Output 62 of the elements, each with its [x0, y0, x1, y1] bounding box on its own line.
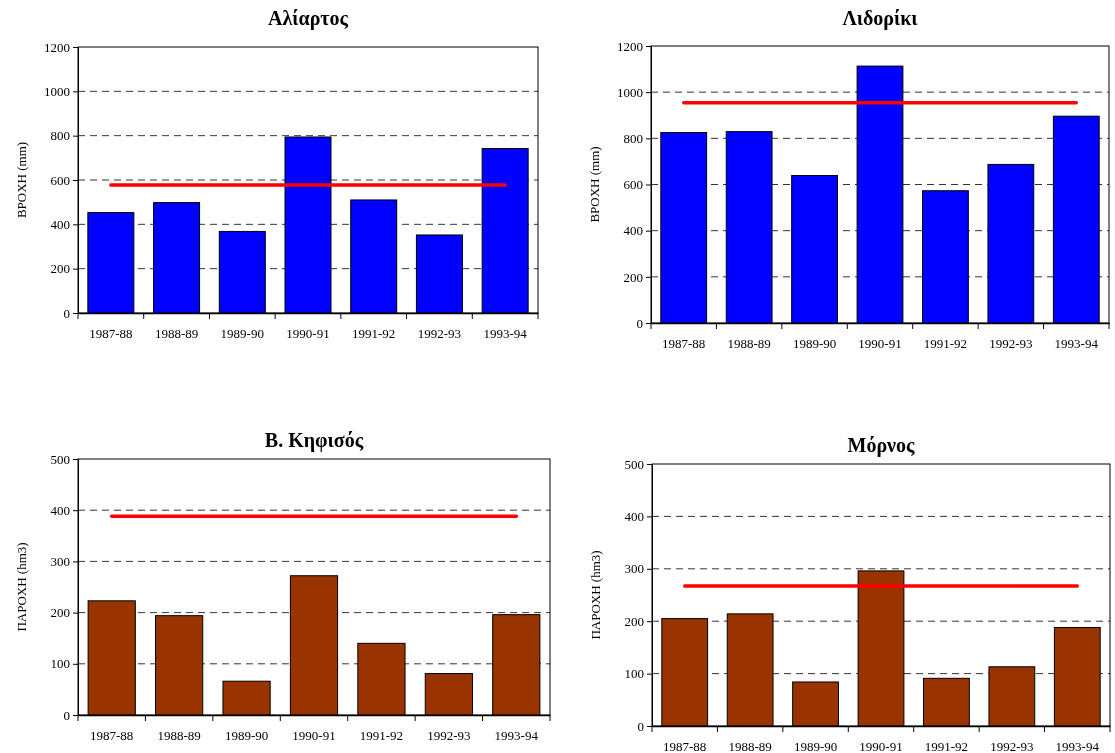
x-tick-label: 1992-93	[990, 739, 1034, 753]
y-tick-label: 800	[623, 130, 643, 146]
y-tick-label: 500	[50, 451, 70, 467]
y-tick-label: 600	[623, 177, 643, 193]
x-tick-label: 1988-89	[157, 728, 201, 744]
chart-title: Αλίαρτος	[268, 7, 349, 30]
y-tick-label: 800	[50, 128, 70, 144]
x-tick-label: 1990-91	[286, 326, 330, 342]
x-tick-label: 1987-88	[662, 336, 706, 352]
x-tick-label: 1989-90	[224, 728, 269, 744]
y-tick-label: 100	[624, 666, 644, 682]
y-tick-label: 0	[636, 315, 643, 331]
y-tick-label: 0	[637, 718, 644, 734]
y-tick-label: 400	[624, 509, 644, 525]
y-tick-label: 1000	[617, 84, 643, 100]
y-tick-label: 400	[50, 502, 70, 518]
x-tick-label: 1991-92	[352, 326, 396, 342]
x-tick-label: 1991-92	[923, 336, 968, 352]
y-axis-title: ΠΑΡΟΧΗ (hm3)	[14, 542, 29, 632]
y-tick-label: 0	[63, 707, 70, 723]
y-tick-label: 300	[50, 554, 70, 570]
x-tick-label: 1992-93	[989, 336, 1033, 352]
x-tick-label: 1987-88	[663, 739, 707, 753]
x-tick-label: 1989-90	[220, 326, 264, 342]
y-tick-label: 200	[50, 605, 70, 621]
x-tick-label: 1987-88	[90, 728, 134, 744]
x-tick-label: 1988-89	[728, 739, 772, 753]
x-tick-label: 1988-89	[727, 336, 771, 352]
x-tick-label: 1992-93	[427, 728, 471, 744]
x-tick-label: 1989-90	[792, 336, 837, 352]
y-tick-label: 200	[623, 269, 643, 285]
chart-title: Μόρνος	[847, 434, 916, 457]
y-tick-label: 200	[624, 613, 644, 629]
x-tick-label: 1991-92	[924, 739, 969, 753]
x-tick-label: 1987-88	[89, 326, 133, 342]
chart-title: Λιδορίκι	[842, 7, 919, 30]
x-tick-label: 1991-92	[359, 728, 404, 744]
x-tick-label: 1993-94	[494, 728, 539, 744]
y-tick-label: 500	[624, 456, 644, 472]
y-tick-label: 400	[623, 223, 643, 239]
x-tick-label: 1993-94	[1054, 336, 1099, 352]
x-tick-label: 1990-91	[859, 739, 903, 753]
y-tick-label: 400	[50, 216, 70, 232]
chart-title: Β. Κηφισός	[264, 429, 364, 452]
y-axis-title: ΠΑΡΟΧΗ (hm3)	[588, 550, 603, 640]
y-tick-label: 0	[63, 305, 70, 321]
x-tick-label: 1992-93	[417, 326, 462, 342]
x-tick-label: 1993-94	[483, 326, 528, 342]
y-tick-label: 1000	[44, 83, 70, 99]
y-tick-label: 200	[50, 261, 70, 277]
y-tick-label: 100	[50, 656, 70, 672]
x-tick-label: 1993-94	[1055, 739, 1100, 753]
x-tick-label: 1989-90	[793, 739, 838, 753]
y-axis-title: ΒΡΟΧΗ (mm)	[587, 146, 602, 223]
x-tick-label: 1990-91	[858, 336, 902, 352]
y-axis-title: ΒΡΟΧΗ (mm)	[14, 141, 29, 219]
y-tick-label: 1200	[617, 38, 643, 54]
x-tick-label: 1988-89	[154, 326, 199, 342]
x-tick-label: 1990-91	[292, 728, 336, 744]
y-tick-label: 300	[624, 561, 644, 577]
y-tick-label: 1200	[44, 39, 70, 55]
y-tick-label: 600	[50, 172, 70, 188]
